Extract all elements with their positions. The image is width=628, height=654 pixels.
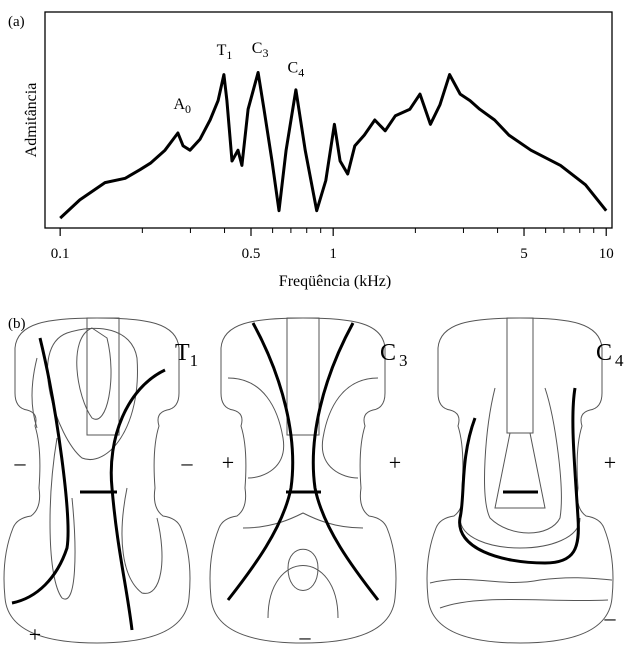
x-axis-label: Freqüência (kHz) xyxy=(279,273,391,290)
annotation-text: T xyxy=(217,42,227,59)
annotation-text: C xyxy=(288,59,299,76)
violin-c4 xyxy=(426,317,614,644)
plot-frame xyxy=(44,11,613,229)
x-tick-label: 10 xyxy=(599,246,614,262)
sign: + xyxy=(222,450,234,475)
y-axis-label: Admitância xyxy=(23,83,40,158)
sign: + xyxy=(29,622,41,647)
peak-annotation: C3 xyxy=(252,40,269,60)
sign: + xyxy=(604,450,616,475)
x-tick-label: 0.5 xyxy=(242,246,261,262)
peak-annotation: T1 xyxy=(217,42,233,62)
panel-label: (b) xyxy=(8,316,26,332)
annotation-text: A xyxy=(173,96,185,113)
annotation-sub: 1 xyxy=(226,48,232,62)
annotation-text: C xyxy=(252,40,263,57)
mode-label: T1 xyxy=(175,340,198,370)
peak-annotation: A0 xyxy=(173,96,191,116)
x-tick-label: 0.1 xyxy=(51,246,70,262)
annotation-sub: 3 xyxy=(262,46,268,60)
x-tick-label: 5 xyxy=(520,246,528,262)
violin-c3 xyxy=(209,317,397,644)
panel-label: (a) xyxy=(8,14,25,30)
sign: – xyxy=(14,450,27,475)
violin-t1 xyxy=(3,317,191,644)
annotation-sub: 4 xyxy=(298,65,304,79)
admittance-line xyxy=(59,71,608,220)
sign: + xyxy=(389,450,401,475)
sign: – xyxy=(604,605,617,630)
peak-annotation: C4 xyxy=(288,59,305,79)
sign: – xyxy=(181,450,194,475)
annotation-sub: 0 xyxy=(185,102,191,116)
x-tick-label: 1 xyxy=(329,246,337,262)
sign: – xyxy=(299,624,312,649)
